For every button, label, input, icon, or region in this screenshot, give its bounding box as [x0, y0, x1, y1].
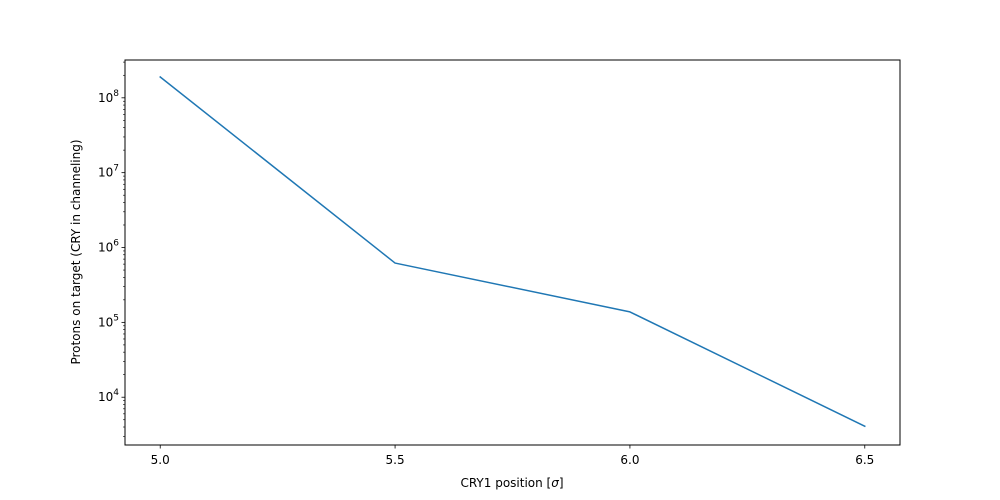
x-axis-label-symbol: σ	[551, 476, 559, 490]
y-tick-label-base: 10	[98, 241, 113, 255]
y-tick-label-base: 10	[98, 91, 113, 105]
x-axis-ticks: 5.0 5.5 6.0 6.5	[151, 445, 874, 467]
x-tick-label: 6.5	[855, 453, 874, 467]
y-tick-label: 104	[98, 388, 119, 404]
y-tick-label-exponent: 6	[113, 239, 119, 249]
y-tick-label-exponent: 7	[113, 164, 119, 174]
y-axis-label: Protons on target (CRY in channeling)	[69, 139, 83, 364]
y-tick-label-base: 10	[98, 166, 113, 180]
y-tick-label-base: 10	[98, 390, 113, 404]
y-tick-label-exponent: 4	[113, 388, 119, 398]
x-tick-label: 6.0	[620, 453, 639, 467]
y-tick-label: 105	[98, 313, 119, 329]
y-tick-label-exponent: 8	[113, 89, 119, 99]
series-group	[159, 75, 866, 428]
y-tick-label: 106	[98, 239, 119, 255]
y-tick-label: 107	[98, 164, 119, 180]
plot-frame	[124, 59, 901, 446]
series-line	[159, 75, 866, 428]
y-tick-label-base: 10	[98, 315, 113, 329]
x-axis-label: CRY1 position [σ]	[460, 476, 563, 490]
y-tick-label-exponent: 5	[113, 313, 119, 323]
y-tick-label: 108	[98, 89, 119, 105]
x-tick-label: 5.5	[386, 453, 405, 467]
x-tick-label: 5.0	[151, 453, 170, 467]
